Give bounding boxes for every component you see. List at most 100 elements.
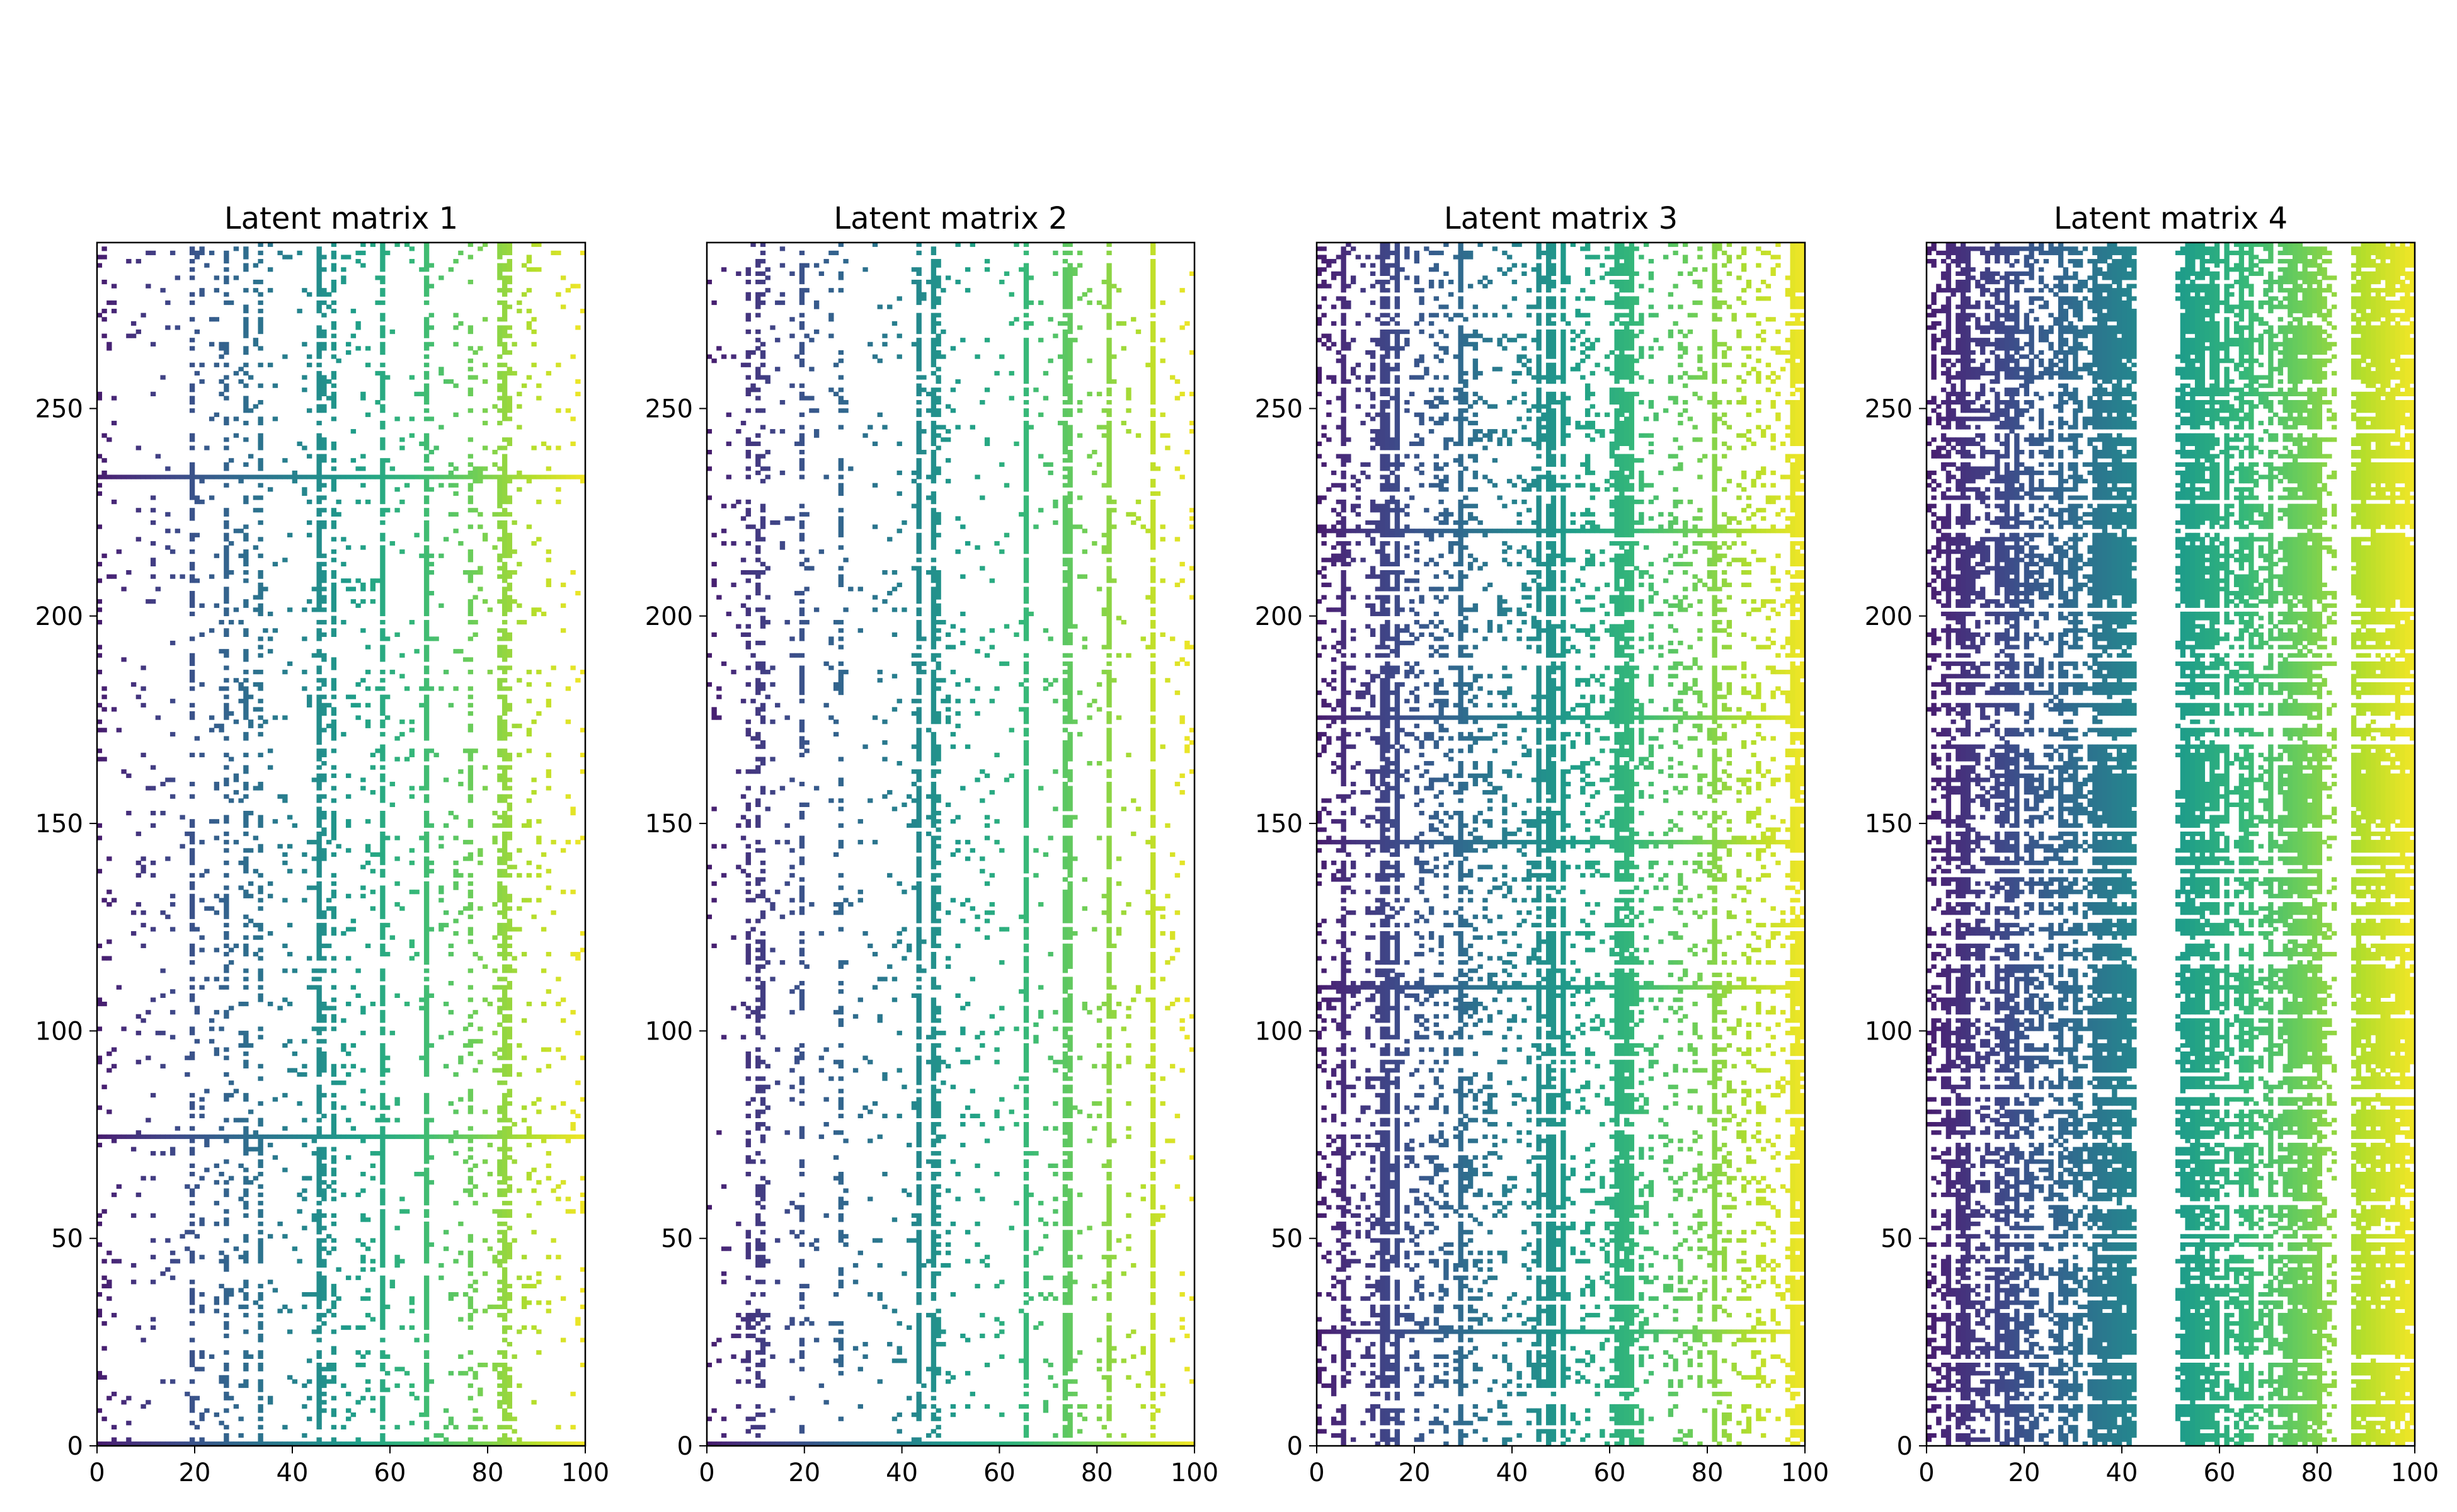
heatmap-cell [1023, 338, 1029, 384]
heatmap-cell [394, 902, 400, 907]
heatmap-cell [458, 1097, 464, 1102]
heatmap-cell [760, 271, 766, 276]
y-tick-label: 100 [35, 1017, 83, 1046]
heatmap-cell [321, 694, 327, 699]
heatmap-cell [462, 1043, 469, 1048]
heatmap-cell [448, 512, 454, 517]
heatmap-cell [1033, 1325, 1039, 1330]
heatmap-cell [199, 362, 205, 367]
heatmap-cell [1096, 682, 1102, 687]
heatmap-cell [414, 1134, 420, 1139]
heatmap-cell [423, 620, 430, 641]
heatmap-cell [321, 620, 327, 625]
heatmap-cell [755, 454, 761, 467]
heatmap-cell [462, 1026, 469, 1031]
heatmap-cell [1106, 1254, 1112, 1268]
heatmap-cell [1106, 587, 1112, 650]
heatmap-cell [911, 470, 917, 476]
heatmap-cell [1341, 1325, 1346, 1372]
heatmap-cell [423, 545, 430, 617]
heatmap-cell [1106, 1395, 1112, 1400]
heatmap-cell [931, 1172, 937, 1181]
heatmap-cell [228, 570, 234, 575]
heatmap-cell [507, 831, 513, 840]
heatmap-cell [380, 1043, 386, 1077]
heatmap-cell [1023, 1292, 1029, 1297]
heatmap-cell [760, 300, 766, 306]
heatmap-cell [204, 474, 210, 479]
heatmap-cell [750, 1333, 756, 1339]
heatmap-cell [838, 288, 844, 293]
heatmap-cell [380, 869, 386, 878]
heatmap-cell [1106, 338, 1112, 384]
heatmap-cell [750, 736, 756, 741]
heatmap-cell [1336, 1222, 1342, 1230]
heatmap-cell [1365, 1283, 1371, 1289]
heatmap-cell [1350, 665, 1356, 670]
heatmap-cell [350, 919, 357, 924]
heatmap-cell [799, 856, 805, 866]
heatmap-cell [492, 545, 498, 550]
heatmap-cell [1189, 1014, 1194, 1019]
heatmap-cell [526, 748, 532, 753]
heatmap-cell [570, 1134, 576, 1139]
heatmap-cell [189, 532, 195, 542]
heatmap-cell [857, 890, 863, 895]
heatmap-cell [1189, 1155, 1194, 1160]
heatmap-cell [497, 574, 503, 579]
heatmap-cell [409, 861, 415, 866]
heatmap-cell [345, 694, 352, 699]
heatmap-cell [194, 1184, 200, 1189]
heatmap-cell [438, 1433, 444, 1438]
heatmap-cell [950, 731, 956, 737]
heatmap-cell [936, 1317, 941, 1339]
heatmap-cell [1121, 420, 1126, 426]
heatmap-cell [150, 1280, 156, 1285]
heatmap-cell [916, 338, 922, 372]
heatmap-cell [536, 396, 542, 401]
heatmap-cell [189, 1337, 195, 1343]
heatmap-cell [1038, 508, 1044, 513]
heatmap-cell [219, 686, 224, 691]
heatmap-cell [419, 553, 425, 558]
heatmap-cell [955, 1196, 961, 1201]
heatmap-cell [1028, 1151, 1034, 1156]
heatmap-cell [1062, 1275, 1068, 1289]
heatmap-cell [331, 279, 337, 293]
heatmap-cell [580, 1288, 585, 1293]
heatmap-cell [1072, 1105, 1078, 1110]
heatmap-cell [512, 1134, 517, 1139]
heatmap-cell [380, 1026, 386, 1036]
heatmap-cell [1038, 338, 1044, 343]
heatmap-cell [258, 715, 263, 720]
heatmap-cell [478, 566, 483, 575]
heatmap-cell [467, 1296, 474, 1309]
heatmap-cell [813, 300, 820, 309]
heatmap-cell [423, 370, 430, 380]
heatmap-cell [1116, 1063, 1122, 1068]
heatmap-cell [414, 1337, 420, 1343]
heatmap-cell [760, 877, 766, 882]
heatmap-cell [336, 500, 341, 505]
heatmap-cell [736, 1333, 742, 1339]
x-tick-label: 60 [374, 1458, 406, 1487]
heatmap-cell [1341, 1222, 1346, 1239]
heatmap-cell [848, 1441, 854, 1446]
heatmap-cell [1189, 420, 1194, 426]
heatmap-cell [1331, 769, 1337, 774]
heatmap-cell [409, 890, 415, 895]
heatmap-cell [277, 1134, 283, 1139]
heatmap-cell [857, 1404, 863, 1409]
heatmap-cell [838, 1060, 844, 1068]
heatmap-cell [882, 341, 888, 346]
heatmap-cell [770, 757, 776, 762]
heatmap-cell [331, 520, 337, 529]
heatmap-cell [321, 267, 327, 272]
heatmap-cell [253, 670, 259, 675]
heatmap-cell [736, 429, 742, 434]
heatmap-cell [106, 890, 112, 895]
heatmap-cell [1179, 773, 1185, 778]
heatmap-cell [955, 279, 961, 285]
heatmap-cell [97, 1142, 103, 1148]
heatmap-cell [1126, 1043, 1131, 1048]
